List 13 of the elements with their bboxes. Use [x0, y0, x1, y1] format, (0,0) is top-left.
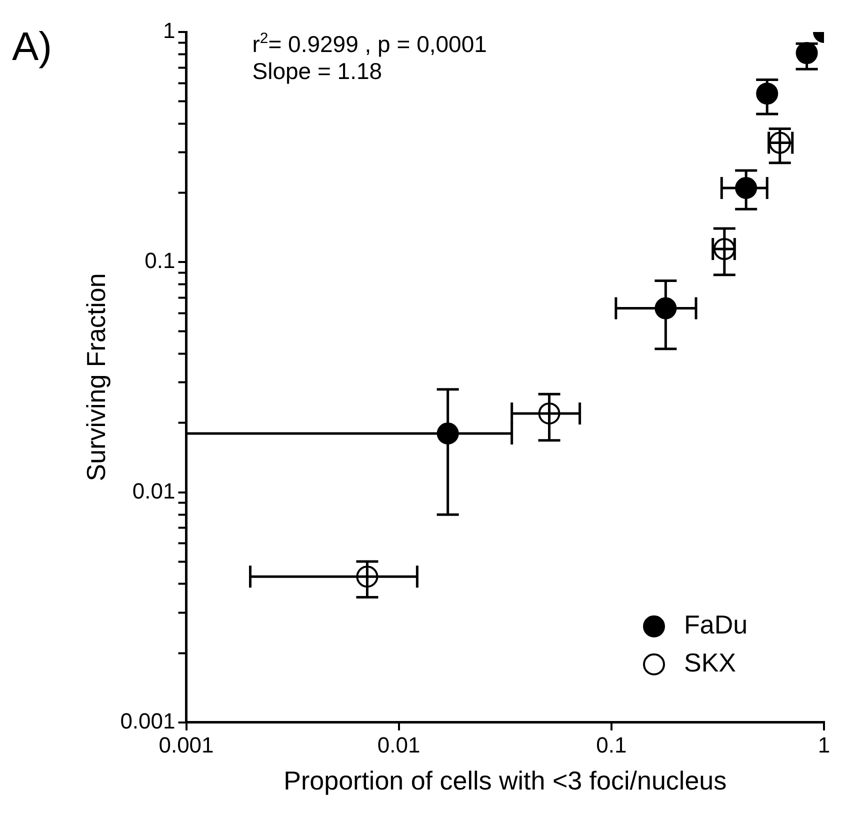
y-tick-label: 0.001: [120, 708, 176, 734]
legend-label: FaDu: [684, 610, 748, 640]
x-tick-label: 1: [818, 732, 830, 758]
y-tick-label: 0.01: [132, 478, 176, 504]
x-tick-label: 0.1: [596, 732, 627, 758]
annotation: Slope = 1.18: [252, 58, 382, 84]
legend-label: SKX: [684, 648, 736, 678]
y-axis-title: Surviving Fraction: [80, 273, 111, 482]
x-tick-label: 0.01: [377, 732, 420, 758]
y-tick-label: 1: [163, 18, 176, 44]
x-axis-title: Proportion of cells with <3 foci/nucleus: [284, 766, 727, 796]
y-tick-label: 0.1: [144, 248, 176, 274]
chart-title: A): [12, 25, 52, 69]
